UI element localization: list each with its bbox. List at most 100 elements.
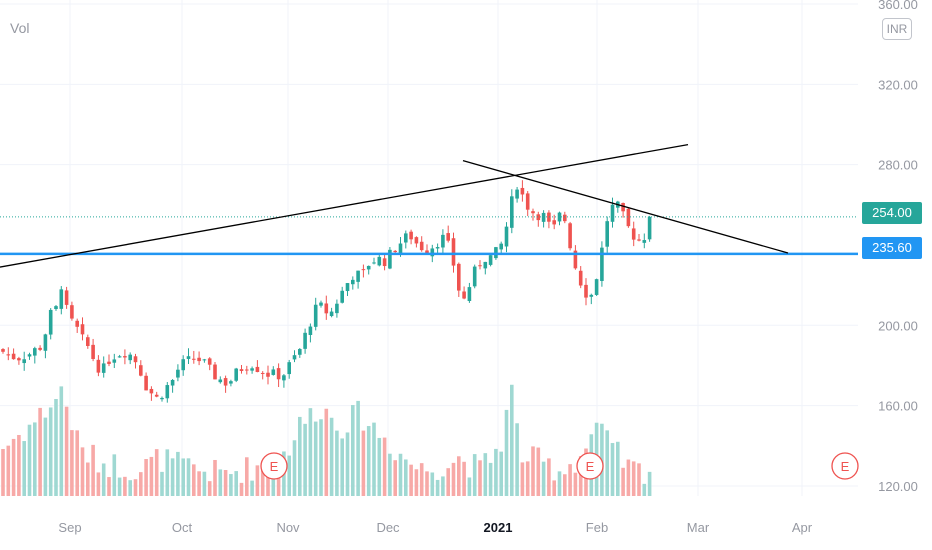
volume-bar: [313, 421, 318, 496]
candle-body: [446, 233, 450, 241]
volume-bar: [170, 458, 175, 496]
candle-body: [202, 359, 207, 361]
earnings-marker-label[interactable]: E: [586, 459, 595, 474]
x-tick-label: Feb: [586, 520, 608, 535]
drawn-lines[interactable]: [0, 143, 858, 268]
volume-bar: [245, 457, 249, 496]
candle-body: [457, 263, 461, 291]
candle-body: [510, 196, 514, 228]
candle-body: [266, 372, 270, 377]
candle-body: [515, 189, 519, 199]
volume-bar: [1, 449, 5, 496]
candle-body: [27, 354, 32, 357]
volume-bar: [91, 444, 95, 496]
volume-bar: [478, 460, 482, 496]
volume-bar: [637, 463, 641, 496]
volume-bar: [462, 461, 466, 496]
earnings-marker-circle[interactable]: [576, 452, 604, 480]
candle-body: [626, 208, 631, 227]
candle-body: [101, 363, 106, 373]
volume-bar: [123, 476, 127, 496]
volume-bar: [128, 480, 132, 496]
volume-bar: [154, 449, 159, 496]
volume-bar: [54, 398, 58, 496]
currency-badge[interactable]: INR: [882, 18, 912, 40]
x-tick-label: Nov: [276, 520, 300, 535]
volume-bar: [234, 471, 238, 496]
volume-bar: [504, 409, 509, 496]
candle-body: [292, 355, 297, 360]
volume-bar: [446, 468, 450, 496]
candle-body: [170, 379, 175, 386]
volume-bar: [605, 430, 609, 496]
candle-body: [430, 248, 435, 257]
candle-body: [578, 270, 583, 286]
volume-bar: [165, 449, 170, 496]
x-tick-label: Dec: [376, 520, 400, 535]
candle-body: [6, 354, 11, 356]
volume-indicator-label[interactable]: Vol: [10, 20, 30, 36]
candle-body: [504, 226, 509, 247]
volume-bar: [48, 407, 53, 496]
volume-bar: [223, 469, 228, 496]
volume-bar: [276, 468, 281, 496]
volume-bar: [255, 465, 260, 496]
candle-body: [351, 279, 355, 285]
falling-trendline[interactable]: [462, 160, 789, 254]
volume-bar: [75, 430, 79, 496]
candle-body: [584, 284, 588, 298]
earnings-marker-label[interactable]: E: [270, 459, 279, 474]
volume-bar: [11, 438, 16, 496]
candle-body: [393, 250, 397, 253]
candle-body: [536, 214, 541, 221]
volume-bar: [541, 461, 546, 496]
candle-body: [573, 250, 578, 269]
candle-body: [594, 279, 599, 295]
volume-bar: [435, 479, 440, 496]
candle-body: [483, 261, 488, 269]
volume-bar: [467, 477, 472, 496]
volume-bar: [372, 422, 376, 496]
candle-body: [335, 303, 339, 314]
volume-bar: [557, 471, 562, 496]
volume-bar: [298, 416, 302, 496]
y-tick-label: 360.00: [878, 0, 918, 12]
y-tick-label: 200.00: [878, 318, 918, 333]
candle-body: [462, 291, 466, 299]
volume-bar: [525, 461, 530, 496]
earnings-marker-circle[interactable]: [260, 452, 288, 480]
candle-body: [642, 240, 647, 243]
volume-bar: [133, 479, 138, 496]
volume-bar: [6, 445, 11, 496]
volume-bar: [361, 430, 366, 496]
horizontal-line-price-tag: 235.60: [862, 237, 922, 259]
volume-bar: [647, 471, 652, 496]
earnings-marker-circle[interactable]: [831, 452, 859, 480]
volume-bar: [229, 474, 233, 496]
candle-body: [149, 388, 154, 394]
candle-body: [38, 347, 42, 350]
candle-body: [91, 344, 95, 359]
candle-body: [107, 361, 111, 364]
candle-body: [11, 353, 16, 360]
volume-bar: [377, 437, 382, 496]
candle-body: [112, 359, 117, 363]
candle-body: [425, 250, 429, 254]
earnings-marker-label[interactable]: E: [841, 459, 850, 474]
rising-trendline[interactable]: [0, 143, 689, 268]
candle-body: [435, 247, 440, 249]
volume-bar: [181, 458, 185, 496]
volume-bar: [86, 462, 90, 496]
candle-body: [356, 270, 360, 282]
candle-body: [324, 303, 329, 314]
candle-body: [223, 378, 228, 386]
candle-body: [345, 283, 350, 292]
candle-body: [176, 369, 180, 378]
x-tick-label: Sep: [58, 520, 81, 535]
candle-body: [404, 233, 408, 243]
volume-bar: [149, 456, 154, 496]
volume-bar: [239, 482, 244, 496]
volume-bar: [382, 437, 387, 496]
